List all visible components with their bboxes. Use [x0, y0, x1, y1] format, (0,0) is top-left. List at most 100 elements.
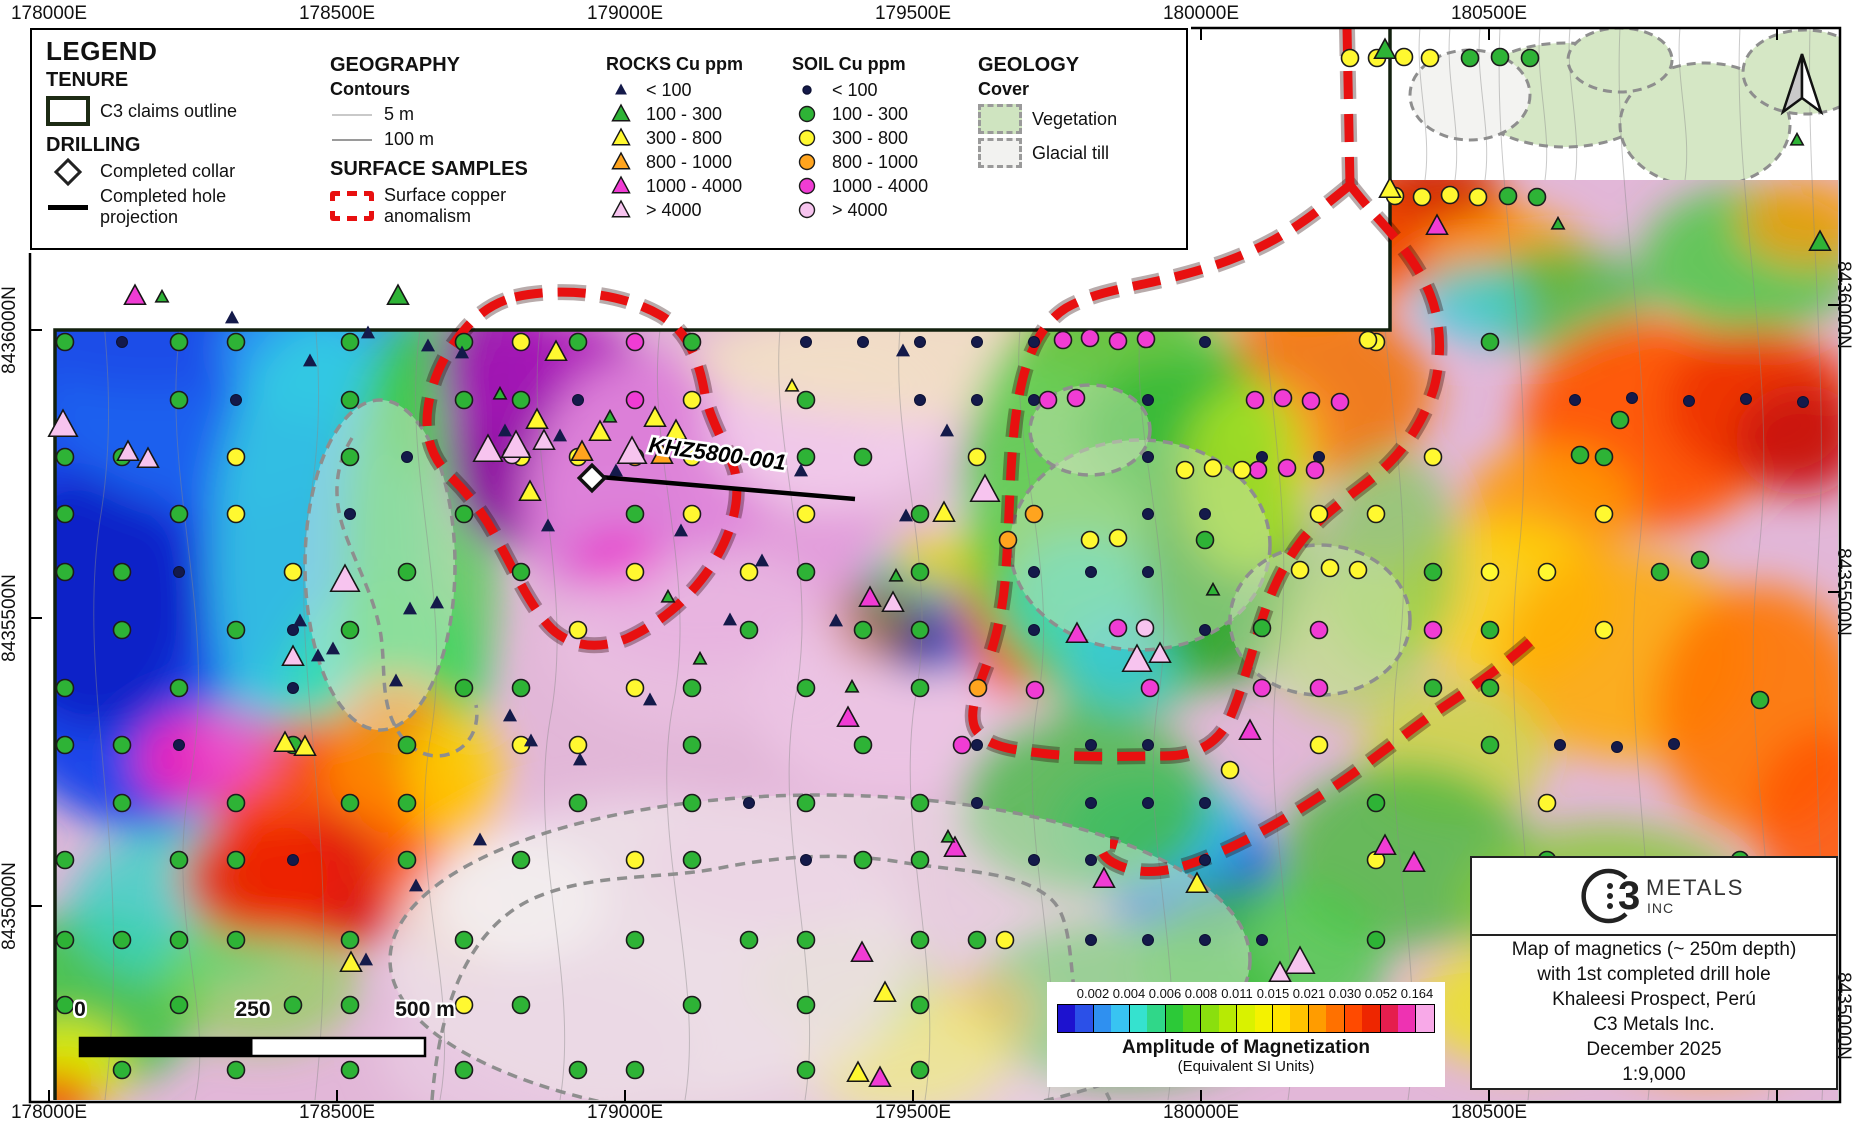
contour-100m-label: 100 m — [384, 129, 435, 149]
scale-bar — [78, 1036, 427, 1058]
colorbar-cell — [1362, 1005, 1380, 1032]
rock-triangle-icon — [611, 151, 631, 170]
colorbar-cell — [1075, 1005, 1093, 1032]
legend-class-row: 100 - 300 — [792, 103, 952, 125]
legend-class-row: 1000 - 4000 — [606, 175, 766, 197]
contours-subheading: Contours — [330, 79, 410, 99]
grid-coordinate-label: 8436000N — [1833, 261, 1853, 349]
title-block-line: with 1st completed drill hole — [1537, 964, 1771, 985]
surface-samples — [47, 37, 1832, 1088]
colorbar-tick-label: 0.004 — [1112, 986, 1146, 1001]
legend-geography-heading: GEOGRAPHY — [330, 54, 461, 76]
grid-coordinate-label: 180500E — [1450, 1102, 1528, 1123]
contour-5m-label: 5 m — [384, 104, 415, 124]
grid-coordinate-label: 180000E — [1162, 1102, 1240, 1123]
legend-class-row: 100 - 300 — [606, 103, 766, 125]
map-title-text: Map of magnetics (~ 250m depth) with 1st … — [1472, 936, 1836, 1088]
grid-coordinate-label: 8435000N — [0, 862, 20, 950]
cover-boundaries — [335, 437, 1112, 1101]
collar-swatch — [46, 157, 90, 186]
claims-outline-swatch — [46, 96, 90, 126]
c3-metals-logo-icon: 3 METALS INC — [1581, 868, 1744, 924]
rock-triangle-icon — [611, 175, 631, 194]
colorbar-cell — [1128, 1005, 1148, 1032]
colorbar-cell — [1326, 1005, 1344, 1032]
grid-coordinate-label: 178000E — [10, 3, 88, 24]
legend-geology-heading: GEOLOGY — [978, 54, 1080, 76]
legend-class-label: 800 - 1000 — [832, 151, 919, 172]
legend-class-label: 300 - 800 — [646, 127, 723, 148]
colorbar-tick-label: 0.052 — [1364, 986, 1398, 1001]
legend-drilling-heading: DRILLING — [46, 134, 141, 156]
legend-class-label: 100 - 300 — [832, 103, 909, 124]
title-block-line: Khaleesi Prospect, Perú — [1552, 989, 1756, 1010]
colorbar-cell — [1236, 1005, 1255, 1032]
svg-text:METALS: METALS — [1646, 875, 1744, 900]
magnetization-colorbar: 0.002 0.004 0.006 0.008 0.011 0.015 0.021 0.030… — [1047, 982, 1445, 1087]
title-block-line: 1:9,000 — [1622, 1064, 1686, 1085]
legend-tenure-heading: TENURE — [46, 69, 129, 91]
colorbar-cell — [1415, 1005, 1434, 1032]
colorbar-tick-label: 0.164 — [1400, 986, 1434, 1001]
cover-subheading: Cover — [978, 79, 1030, 99]
colorbar-cell — [1398, 1005, 1416, 1032]
grid-coordinate-label: 179000E — [586, 1102, 664, 1123]
title-block-line: December 2025 — [1586, 1039, 1722, 1060]
copper-anomalism-swatch — [330, 191, 374, 221]
colorbar-cell — [1254, 1005, 1273, 1032]
colorbar-tick-label: 0.030 — [1328, 986, 1362, 1001]
colorbar-cell — [1147, 1005, 1165, 1032]
scale-bar-label: 0 — [74, 998, 86, 1021]
cover-swatch — [978, 104, 1022, 134]
colorbar-cell — [1058, 1005, 1076, 1032]
grid-coordinate-label: 178500E — [298, 1102, 376, 1123]
colorbar-tick-label: 0.021 — [1292, 986, 1326, 1001]
soil-circle-icon — [802, 85, 812, 95]
grid-coordinate-label: 180000E — [1162, 3, 1240, 24]
scale-bar-label: 500 m — [395, 998, 455, 1021]
legend-class-label: 1000 - 4000 — [646, 175, 743, 196]
colorbar-cell — [1182, 1005, 1201, 1032]
colorbar-gradient — [1057, 1004, 1435, 1033]
topo-cover-patches — [1408, 29, 1839, 189]
colorbar-cell — [1200, 1005, 1219, 1032]
colorbar-tick-label: 0.008 — [1184, 986, 1218, 1001]
legend-class-row: > 4000 — [606, 199, 766, 221]
grid-coordinate-label: 8435500N — [1833, 548, 1853, 636]
cover-swatch — [978, 138, 1022, 168]
legend-surface-samples-heading: SURFACE SAMPLES — [330, 158, 528, 180]
legend-class-label: < 100 — [646, 79, 692, 100]
colorbar-cell — [1272, 1005, 1291, 1032]
title-block-line: C3 Metals Inc. — [1593, 1014, 1715, 1035]
contour-5m-swatch — [330, 113, 374, 116]
copper-anomalism-label: Surface copper anomalism — [384, 185, 507, 226]
title-block-line: Map of magnetics (~ 250m depth) — [1511, 939, 1797, 960]
rock-triangle-icon — [611, 199, 631, 218]
collar-label: Completed collar — [100, 161, 236, 181]
colorbar-tick-label: 0.015 — [1256, 986, 1290, 1001]
claims-outline-label: C3 claims outline — [100, 100, 238, 121]
legend-class-row: 300 - 800 — [606, 127, 766, 149]
grid-coordinate-label: 178000E — [10, 1102, 88, 1123]
colorbar-subtitle: (Equivalent SI Units) — [1177, 1058, 1315, 1075]
colorbar-cell — [1111, 1005, 1129, 1032]
contour-100m-swatch — [330, 138, 374, 141]
cover-label: Vegetation — [1032, 108, 1118, 129]
legend-class-label: < 100 — [832, 79, 878, 100]
grid-coordinate-label: 8436000N — [0, 286, 20, 374]
legend-class-label: 300 - 800 — [832, 127, 909, 148]
grid-coordinate-label: 179000E — [586, 3, 664, 24]
soil-legend-rows: < 100 100 - 300 300 - 800 800 - 1000 1000 - … — [792, 79, 952, 221]
soil-circle-icon — [798, 201, 816, 219]
colorbar-cell — [1307, 1005, 1327, 1032]
colorbar-tick-label: 0.011 — [1221, 986, 1253, 1001]
legend-cover-row: Vegetation — [978, 104, 1148, 134]
soil-circle-icon — [798, 153, 816, 171]
grid-coordinate-label: 8435500N — [0, 574, 20, 662]
grid-coordinate-label: 178500E — [298, 3, 376, 24]
cover-label: Glacial till — [1032, 142, 1110, 163]
legend-class-row: < 100 — [606, 79, 766, 101]
north-arrow-icon — [1780, 53, 1824, 116]
